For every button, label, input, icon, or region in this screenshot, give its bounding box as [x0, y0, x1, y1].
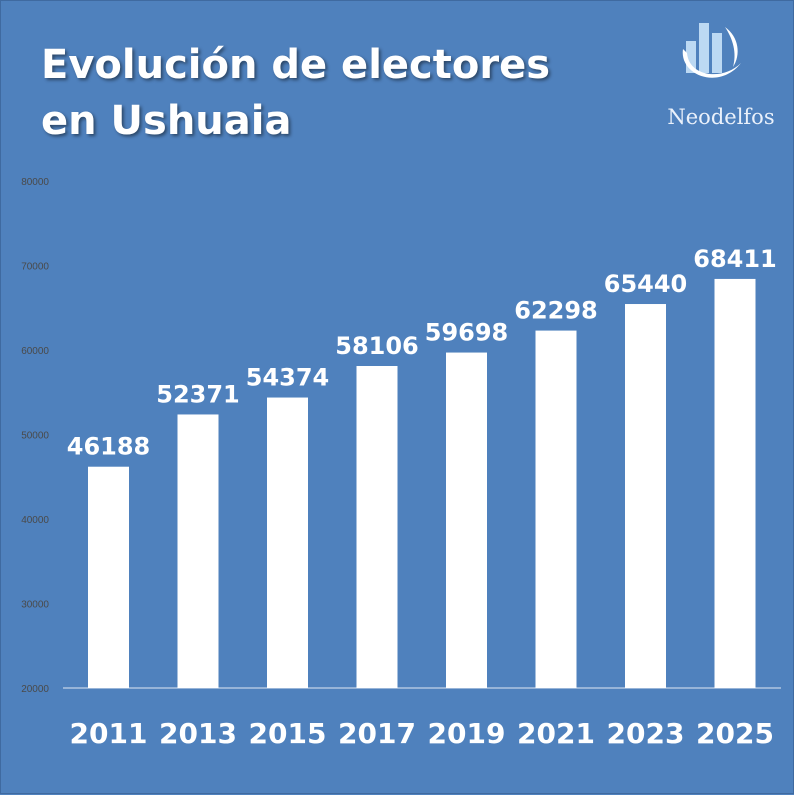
chart-title-line-2: en Ushuaia: [41, 98, 292, 144]
x-tick-label: 2015: [249, 717, 327, 750]
x-tick-label: 2021: [517, 717, 595, 750]
bar-2025: [714, 278, 756, 688]
data-label: 59698: [425, 319, 509, 347]
y-tick-label: 50000: [21, 431, 49, 442]
y-tick-label: 60000: [21, 346, 49, 357]
x-tick-label: 2011: [70, 717, 148, 750]
chart-title: Evolución de electores en Ushuaia: [41, 37, 550, 149]
x-tick-label: 2017: [338, 717, 416, 750]
bar-2023: [625, 304, 666, 688]
x-tick-label: 2023: [607, 717, 685, 750]
y-tick-label: 40000: [21, 515, 49, 526]
bar-2011: [88, 466, 129, 688]
logo-text: Neodelfos: [667, 105, 775, 129]
bar-2017: [356, 366, 398, 688]
bar-2013: [177, 414, 219, 688]
bar-chart-swoosh-icon: [682, 23, 741, 78]
data-label: 65440: [604, 270, 688, 298]
data-label: 46188: [67, 433, 151, 461]
data-label: 54374: [246, 364, 330, 392]
bar-2015: [267, 397, 308, 688]
y-tick-label: 30000: [21, 600, 49, 611]
y-tick-label: 70000: [21, 262, 49, 273]
data-label: 68411: [693, 245, 777, 273]
data-label: 58106: [335, 332, 419, 360]
data-label: 52371: [156, 380, 240, 408]
bar-2019: [446, 352, 487, 688]
chart-title-line-1: Evolución de electores: [41, 42, 551, 88]
y-tick-label: 80000: [21, 177, 49, 188]
bar-2021: [535, 330, 577, 688]
logo: Neodelfos: [661, 19, 781, 139]
data-label: 62298: [514, 297, 598, 325]
x-tick-label: 2013: [159, 717, 237, 750]
x-tick-label: 2019: [428, 717, 506, 750]
y-tick-label: 20000: [21, 684, 49, 695]
x-tick-label: 2025: [696, 717, 774, 750]
